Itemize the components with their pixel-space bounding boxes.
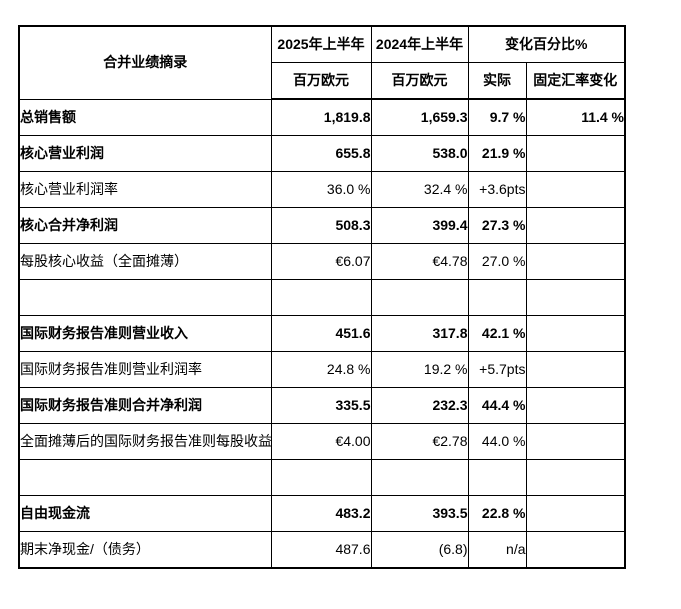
change-actual: 27.0 % (467, 243, 527, 280)
empty-cell (370, 459, 469, 496)
change-constant-currency (525, 171, 626, 208)
table-row-core-operating-profit: 核心营业利润 655.8 538.0 21.9 % (18, 135, 626, 172)
change-constant-currency (525, 387, 626, 424)
financial-summary-table: 合并业绩摘录 2025年上半年 2024年上半年 变化百分比% 百万欧元 百万欧… (18, 25, 627, 569)
subcolumn-constant-currency: 固定汇率变化 (525, 62, 626, 100)
change-actual: 27.3 % (467, 207, 527, 244)
metric-label: 核心营业利润 (18, 135, 272, 172)
table-row-spacer (18, 459, 626, 496)
table-title: 合并业绩摘录 (18, 25, 272, 100)
value-2024: 393.5 (370, 495, 469, 532)
column-header-change: 变化百分比% (467, 25, 626, 63)
table-row-net-cash-debt: 期末净现金/（债务） 487.6 (6.8) n/a (18, 531, 626, 569)
change-constant-currency (525, 531, 626, 569)
unit-2024: 百万欧元 (370, 62, 469, 100)
change-constant-currency (525, 315, 626, 352)
value-2025: 487.6 (270, 531, 372, 569)
column-header-2024: 2024年上半年 (370, 25, 469, 63)
value-2024: 538.0 (370, 135, 469, 172)
table-row-ifrs-net-profit: 国际财务报告准则合并净利润 335.5 232.3 44.4 % (18, 387, 626, 424)
table-row-core-eps-diluted: 每股核心收益（全面摊薄） €6.07 €4.78 27.0 % (18, 243, 626, 280)
change-actual: +5.7pts (467, 351, 527, 388)
table-header: 合并业绩摘录 2025年上半年 2024年上半年 变化百分比% 百万欧元 百万欧… (18, 25, 626, 100)
header-period-row: 合并业绩摘录 2025年上半年 2024年上半年 变化百分比% (18, 25, 626, 100)
metric-label: 总销售额 (18, 98, 272, 136)
value-2024: 32.4 % (370, 171, 469, 208)
value-2025: €4.00 (270, 423, 372, 460)
table-row-free-cash-flow: 自由现金流 483.2 393.5 22.8 % (18, 495, 626, 532)
empty-cell (467, 459, 527, 496)
value-2025: 1,819.8 (270, 98, 372, 136)
value-2024: 232.3 (370, 387, 469, 424)
change-actual: 44.0 % (467, 423, 527, 460)
table-row-core-operating-margin: 核心营业利润率 36.0 % 32.4 % +3.6pts (18, 171, 626, 208)
header-units-row: 百万欧元 百万欧元 实际 固定汇率变化 (19, 62, 626, 100)
change-actual: 44.4 % (467, 387, 527, 424)
table-row-ifrs-eps-diluted: 全面摊薄后的国际财务报告准则每股收益 €4.00 €2.78 44.0 % (18, 423, 626, 460)
change-constant-currency (525, 135, 626, 172)
change-constant-currency (525, 423, 626, 460)
table-row-core-net-profit: 核心合并净利润 508.3 399.4 27.3 % (18, 207, 626, 244)
empty-cell (525, 459, 626, 496)
value-2024: 1,659.3 (370, 98, 469, 136)
value-2025: 451.6 (270, 315, 372, 352)
metric-label: 每股核心收益（全面摊薄） (18, 243, 272, 280)
metric-label: 国际财务报告准则营业收入 (18, 315, 272, 352)
metric-label: 自由现金流 (18, 495, 272, 532)
value-2024: 317.8 (370, 315, 469, 352)
change-actual: 9.7 % (467, 98, 527, 136)
column-header-2025: 2025年上半年 (270, 25, 372, 63)
table-body: 总销售额 1,819.8 1,659.3 9.7 % 11.4 % 核心营业利润… (18, 98, 626, 569)
empty-cell (370, 279, 469, 316)
unit-2025: 百万欧元 (270, 62, 372, 100)
metric-label: 核心合并净利润 (18, 207, 272, 244)
subcolumn-actual: 实际 (467, 62, 527, 100)
metric-label: 国际财务报告准则合并净利润 (18, 387, 272, 424)
change-actual: 22.8 % (467, 495, 527, 532)
empty-cell (270, 279, 372, 316)
change-constant-currency: 11.4 % (525, 98, 626, 136)
empty-cell (18, 279, 272, 316)
metric-label: 核心营业利润率 (18, 171, 272, 208)
change-actual: +3.6pts (467, 171, 527, 208)
change-constant-currency (525, 495, 626, 532)
metric-label: 国际财务报告准则营业利润率 (18, 351, 272, 388)
empty-cell (467, 279, 527, 316)
value-2025: 655.8 (270, 135, 372, 172)
change-constant-currency (525, 207, 626, 244)
empty-cell (270, 459, 372, 496)
table-row-ifrs-operating-margin: 国际财务报告准则营业利润率 24.8 % 19.2 % +5.7pts (18, 351, 626, 388)
table-row-ifrs-revenue: 国际财务报告准则营业收入 451.6 317.8 42.1 % (18, 315, 626, 352)
value-2024: €2.78 (370, 423, 469, 460)
table-row-spacer (18, 279, 626, 316)
metric-label: 期末净现金/（债务） (18, 531, 272, 569)
value-2025: 483.2 (270, 495, 372, 532)
value-2024: 19.2 % (370, 351, 469, 388)
value-2025: 24.8 % (270, 351, 372, 388)
change-constant-currency (525, 351, 626, 388)
value-2024: €4.78 (370, 243, 469, 280)
value-2025: €6.07 (270, 243, 372, 280)
value-2025: 335.5 (270, 387, 372, 424)
empty-cell (525, 279, 626, 316)
metric-label: 全面摊薄后的国际财务报告准则每股收益 (18, 423, 272, 460)
value-2024: (6.8) (370, 531, 469, 569)
change-constant-currency (525, 243, 626, 280)
value-2025: 508.3 (270, 207, 372, 244)
empty-cell (18, 459, 272, 496)
value-2025: 36.0 % (270, 171, 372, 208)
change-actual: 21.9 % (467, 135, 527, 172)
change-actual: 42.1 % (467, 315, 527, 352)
financial-summary-section: 合并业绩摘录 2025年上半年 2024年上半年 变化百分比% 百万欧元 百万欧… (18, 25, 627, 569)
value-2024: 399.4 (370, 207, 469, 244)
change-actual: n/a (467, 531, 527, 569)
table-row-total-sales: 总销售额 1,819.8 1,659.3 9.7 % 11.4 % (18, 98, 626, 136)
